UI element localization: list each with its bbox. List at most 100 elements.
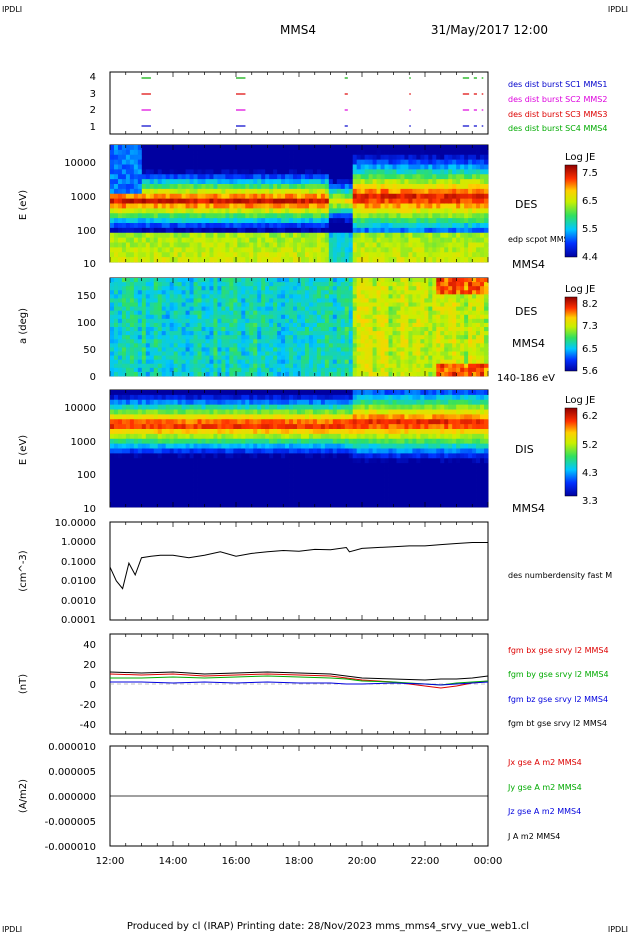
hm2-cell: [368, 343, 374, 348]
hm2-cell: [428, 278, 433, 283]
hm2-cell: [201, 306, 206, 312]
hm2-cell: [217, 302, 222, 307]
hm1-cell: [480, 184, 485, 190]
hm1-cell: [376, 193, 381, 200]
hm1-cell: [245, 242, 250, 248]
hm1-cell: [221, 154, 226, 161]
hm3-cell: [161, 463, 167, 469]
hm1-cell: [213, 242, 218, 248]
hm1-cell: [137, 227, 143, 234]
hm3-cell: [121, 443, 127, 449]
hm1-cell: [364, 159, 370, 165]
hm2-cell: [472, 359, 477, 365]
hm2-cell: [364, 343, 370, 348]
hm1-cell: [269, 223, 274, 229]
hm2-cell: [233, 306, 238, 312]
hm1-cell: [324, 149, 330, 156]
hm1-cell: [197, 237, 202, 243]
hm2-cell: [312, 286, 318, 291]
hm2-cell: [372, 359, 377, 365]
hm1-cell: [125, 218, 131, 224]
hm2-cell: [289, 302, 294, 307]
hm2-cell: [145, 298, 151, 303]
hm2-cell: [233, 282, 238, 287]
hm1-cell: [121, 242, 127, 248]
hm1-cell: [157, 164, 163, 170]
hm1-cell: [237, 154, 242, 161]
hm1-cell: [221, 198, 226, 204]
hm1-cell: [420, 242, 425, 248]
hm1-cell: [129, 223, 135, 229]
hm2-cell: [464, 355, 469, 361]
hm1-cell: [360, 237, 366, 243]
hm2-cell: [328, 298, 334, 303]
hm1-cell: [392, 198, 397, 204]
hm2-cell: [384, 294, 389, 299]
hm1-cell: [241, 218, 246, 224]
hm1-cell: [396, 179, 401, 185]
hm2-cell: [320, 355, 326, 361]
hm2-cell: [113, 302, 119, 307]
hm2-cell: [304, 371, 310, 377]
hm2-cell: [388, 286, 393, 291]
hm1-cell: [129, 193, 135, 200]
hm3-cell: [129, 458, 135, 464]
hm1-cell: [229, 218, 234, 224]
hm2-cell: [320, 310, 326, 316]
hm2-cell: [165, 290, 171, 295]
hm2-cell: [372, 335, 377, 340]
hm1-cell: [169, 149, 175, 156]
hm1-cell: [137, 164, 143, 170]
hm1-cell: [157, 257, 163, 263]
hm2-cell: [428, 343, 433, 348]
hm1-cell: [161, 149, 167, 156]
hm2-cell: [129, 286, 135, 291]
hm1-cell: [468, 179, 473, 185]
hm1-cell: [269, 149, 274, 156]
hm2-cell: [269, 371, 274, 377]
hm2-cell: [444, 286, 449, 291]
hm1-cell: [344, 208, 350, 214]
hm2-cell: [289, 359, 294, 365]
hm3-cell: [121, 424, 127, 430]
hm1-cell: [428, 232, 433, 239]
hm2-cell: [320, 278, 326, 283]
hm1-cell: [404, 154, 409, 161]
hm2-cell: [332, 278, 338, 283]
hm1-cell: [372, 237, 377, 243]
hm1-cell: [476, 252, 481, 258]
hm3-cell: [110, 414, 115, 420]
hm2-cell: [348, 298, 354, 303]
hm1-cell: [165, 188, 171, 195]
hm1-cell: [177, 247, 183, 253]
hm1-cell: [472, 257, 477, 263]
hm2-cell: [221, 294, 226, 299]
hm2-cell: [468, 351, 473, 356]
hm1-cell: [436, 227, 441, 234]
hm1-cell: [133, 154, 139, 161]
hm1-cell: [149, 203, 155, 209]
hm2-cell: [432, 363, 437, 369]
hm1-cell: [436, 213, 441, 219]
hm3-cell: [129, 424, 135, 430]
hm2-cell: [285, 363, 290, 369]
hm2-cell: [133, 343, 139, 348]
hm2-cell: [117, 286, 123, 291]
hm2-cell: [340, 278, 346, 283]
hm1-cell: [332, 213, 338, 219]
hm2-cell: [376, 298, 381, 303]
hm1-cell: [145, 154, 151, 161]
hm1-cell: [149, 164, 155, 170]
hm1-cell: [265, 164, 270, 170]
hm1-cell: [396, 237, 401, 243]
hm1-cell: [289, 223, 294, 229]
hm1-cell: [217, 232, 222, 239]
hm2-cell: [396, 306, 401, 312]
hm1-cell: [257, 213, 262, 219]
hm1-cell: [356, 193, 362, 200]
hm2-cell: [117, 322, 123, 328]
hm2-cell: [376, 306, 381, 312]
hm2-cell: [241, 355, 246, 361]
hm1-cell: [404, 145, 409, 151]
hm2-cell: [340, 371, 346, 377]
